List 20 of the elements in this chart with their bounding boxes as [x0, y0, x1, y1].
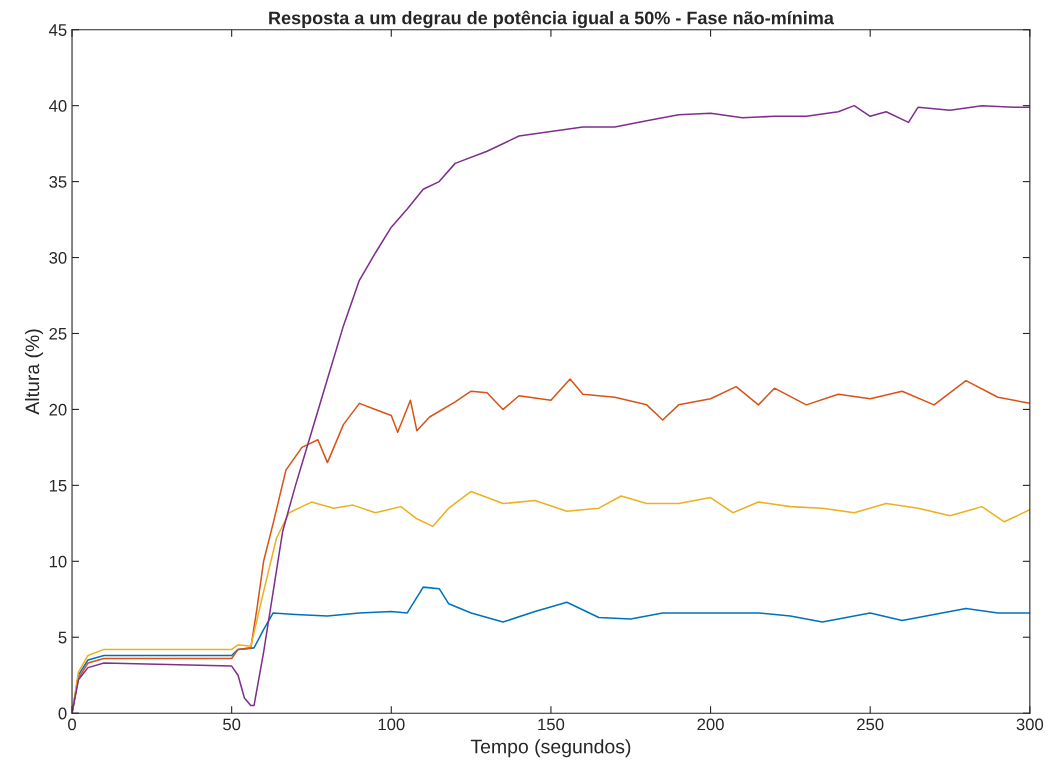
x-tick-label: 50 — [223, 718, 241, 731]
chart-title: Resposta a um degrau de potência igual a 50% - Fase não-mínima — [269, 10, 835, 28]
y-tick-label: 15 — [49, 479, 67, 492]
x-axis-title: Tempo (segundos) — [470, 739, 631, 758]
y-tick-label: 10 — [49, 555, 67, 568]
x-tick-label: 300 — [1016, 718, 1044, 731]
x-tick-label: 150 — [538, 718, 565, 731]
x-tick-label: 100 — [378, 718, 405, 731]
x-tick-label: 0 — [68, 718, 77, 731]
x-tick-label: 200 — [697, 718, 724, 731]
y-tick-label: 35 — [49, 176, 67, 188]
y-tick-label: 20 — [49, 403, 67, 416]
y-tick-label: 0 — [58, 707, 67, 720]
y-tick-label: 30 — [49, 251, 67, 264]
y-tick-label: 40 — [49, 100, 67, 112]
y-tick-label: 25 — [49, 327, 67, 340]
y-tick-label: 45 — [49, 24, 67, 36]
x-tick-label: 250 — [857, 718, 884, 731]
y-tick-label: 5 — [58, 631, 67, 644]
y-axis-title: Altura (%) — [24, 329, 44, 415]
